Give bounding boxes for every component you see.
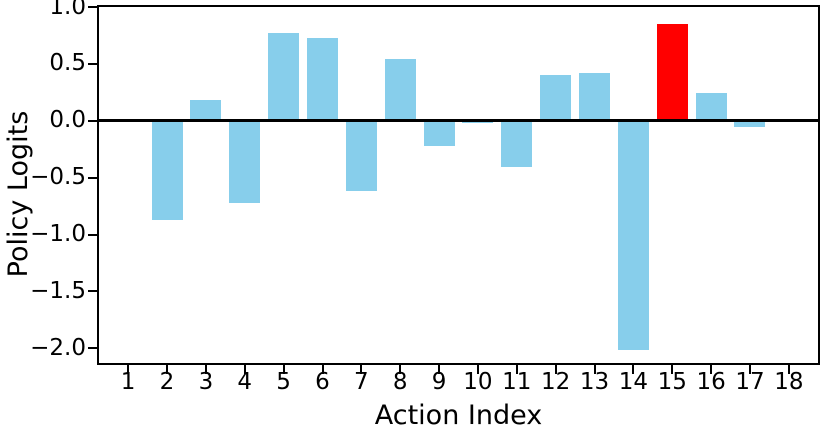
- y-tick-mark: [88, 290, 97, 293]
- x-tick-label: 13: [579, 369, 610, 395]
- y-tick-mark: [88, 347, 97, 350]
- x-tick-label: 9: [431, 369, 447, 395]
- x-tick-mark: [243, 365, 246, 374]
- x-tick-label: 3: [198, 369, 214, 395]
- x-axis-label: Action Index: [374, 400, 543, 431]
- x-tick-label: 15: [657, 369, 687, 395]
- x-tick-mark: [593, 365, 596, 374]
- y-tick-label: −0.5: [30, 164, 86, 191]
- x-tick-mark: [787, 365, 790, 374]
- x-tick-mark: [321, 365, 324, 374]
- y-tick-mark: [88, 6, 97, 8]
- bar-action-5: [268, 33, 300, 121]
- bar-action-8: [384, 59, 416, 121]
- y-tick-label: −2.0: [30, 334, 86, 361]
- bar-action-14: [617, 120, 649, 351]
- y-tick-label: 0.0: [49, 107, 86, 134]
- x-tick-mark: [749, 365, 751, 374]
- x-tick-label: 2: [159, 369, 175, 395]
- y-tick-mark: [88, 62, 97, 65]
- x-tick-label: 11: [502, 369, 532, 395]
- x-tick-mark: [204, 365, 207, 374]
- x-tick-mark: [632, 365, 635, 374]
- bar-action-2: [151, 120, 183, 220]
- y-tick-mark: [88, 233, 97, 236]
- y-tick-mark: [88, 176, 97, 179]
- x-tick-mark: [671, 365, 674, 374]
- x-tick-mark: [399, 365, 402, 374]
- x-tick-label: 14: [618, 369, 649, 395]
- x-tick-label: 12: [541, 369, 571, 395]
- x-tick-mark: [515, 365, 518, 374]
- x-tick-mark: [360, 365, 363, 374]
- x-tick-mark: [282, 365, 285, 374]
- x-tick-label: 17: [735, 369, 765, 395]
- bar-action-3: [190, 100, 222, 121]
- x-tick-label: 18: [774, 369, 804, 395]
- x-tick-label: 1: [120, 369, 136, 395]
- y-tick-label: 1.0: [49, 0, 86, 20]
- x-tick-mark: [127, 365, 130, 374]
- y-tick-label: 0.5: [49, 50, 86, 77]
- x-tick-label: 8: [392, 369, 408, 395]
- bar-action-16: [695, 93, 727, 121]
- bar-action-15: [656, 24, 688, 121]
- x-tick-label: 4: [237, 369, 253, 395]
- x-tick-mark: [438, 365, 441, 374]
- bar-action-13: [579, 73, 611, 121]
- bar-action-6: [306, 37, 338, 121]
- bar-action-4: [229, 120, 261, 203]
- bar-action-12: [540, 75, 572, 121]
- y-tick-label: −1.5: [30, 277, 86, 304]
- x-tick-label: 7: [353, 369, 369, 395]
- x-tick-mark: [166, 365, 168, 374]
- bar-action-11: [501, 120, 533, 168]
- plot-area: [97, 5, 820, 365]
- bar-action-7: [345, 120, 377, 192]
- x-tick-mark: [554, 365, 557, 374]
- x-tick-label: 6: [315, 369, 330, 395]
- bar-action-17: [734, 120, 766, 128]
- y-axis-label: Policy Logits: [3, 110, 35, 278]
- x-tick-label: 16: [696, 369, 726, 395]
- x-tick-mark: [710, 365, 713, 374]
- bar-action-9: [423, 120, 455, 146]
- x-tick-mark: [476, 365, 479, 374]
- y-tick-label: −1.0: [30, 221, 86, 247]
- x-tick-label: 5: [276, 369, 291, 395]
- zero-axis-line: [99, 119, 818, 123]
- x-tick-label: 10: [463, 369, 493, 395]
- y-tick-mark: [88, 119, 97, 122]
- plot-inner: [99, 7, 818, 363]
